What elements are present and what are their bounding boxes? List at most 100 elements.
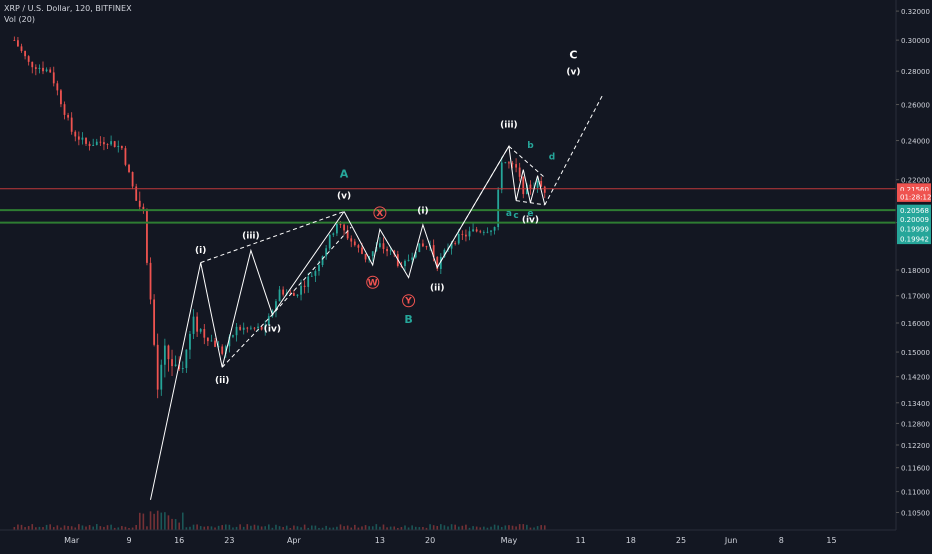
wave-label: a — [506, 209, 512, 219]
candle-body — [81, 137, 84, 140]
wave-line — [200, 211, 345, 264]
volume-bar — [156, 510, 159, 530]
candle-body — [228, 336, 231, 347]
wave-label: A — [340, 168, 349, 181]
candle-body — [124, 148, 127, 165]
volume-bar — [124, 526, 127, 530]
y-tick-label: 0.22000 — [901, 177, 930, 185]
candle-body — [425, 246, 428, 248]
candle-body — [99, 141, 102, 143]
candle-body — [500, 162, 503, 190]
volume-bar — [472, 526, 474, 530]
candle-body — [411, 257, 414, 260]
candle-body — [142, 206, 145, 210]
candle-body — [300, 285, 302, 295]
candle-body — [371, 251, 374, 257]
volume-bar — [508, 525, 510, 530]
candle-body — [278, 289, 281, 302]
volume-bar — [407, 527, 410, 530]
y-tick-label: 0.30000 — [901, 37, 930, 45]
volume-bar — [70, 526, 73, 530]
candle-body — [350, 238, 353, 242]
candle-body — [135, 186, 138, 201]
y-tick-label: 0.14200 — [901, 374, 930, 382]
candle-body — [189, 333, 191, 350]
volume-bar — [311, 525, 313, 530]
candle-body — [128, 164, 130, 173]
candle-body — [490, 230, 492, 232]
candle-body — [364, 253, 367, 260]
volume-bar — [214, 527, 216, 530]
price-tag-label: 0.20568 — [900, 207, 929, 215]
candle-body — [529, 184, 532, 189]
candle-body — [260, 326, 263, 330]
volume-bar — [31, 524, 34, 530]
candle-body — [522, 176, 525, 195]
legend: XRP / U.S. Dollar, 120, BITFINEX Vol (20… — [4, 3, 132, 25]
candle-body — [486, 231, 489, 233]
volume-bar — [318, 527, 320, 530]
volume-indicator-label[interactable]: Vol (20) — [4, 15, 35, 24]
candle-body — [414, 252, 417, 258]
candle-body — [497, 189, 500, 228]
candle-body — [120, 145, 123, 149]
x-tick-label: 15 — [826, 536, 836, 545]
wave-label: (ii) — [215, 376, 229, 386]
price-tag-box — [897, 190, 931, 202]
volume-bar — [321, 527, 324, 530]
wave-label: Y — [404, 297, 412, 307]
volume-bar — [303, 524, 306, 530]
volume-bar — [375, 524, 378, 530]
volume-bar — [529, 527, 532, 530]
y-tick-label: 0.26000 — [901, 102, 930, 110]
volume-bar — [454, 524, 456, 530]
volume-bar — [17, 524, 19, 530]
volume-bar — [242, 526, 245, 530]
candle-body — [379, 243, 381, 248]
volume-bar — [461, 525, 464, 530]
candle-body — [461, 233, 464, 235]
volume-bar — [368, 526, 370, 530]
volume-bar — [131, 527, 134, 530]
candle-body — [246, 327, 249, 329]
volume-bar — [42, 527, 44, 530]
price-tag-box — [897, 213, 931, 225]
volume-bar — [268, 524, 270, 530]
candle-body — [224, 346, 227, 354]
price-tag-label: 01:28:12 — [900, 193, 931, 201]
y-tick-label: 0.24000 — [901, 138, 930, 146]
wave-label: B — [404, 313, 412, 326]
volume-bar — [432, 525, 435, 530]
candle-body — [267, 316, 270, 326]
candle-body — [357, 245, 360, 248]
wave-line — [516, 200, 545, 206]
wave-label: X — [376, 209, 383, 219]
candle-body — [163, 345, 166, 365]
candle-body — [185, 349, 188, 369]
volume-bar — [128, 527, 130, 530]
wave-label: c — [513, 211, 518, 221]
wave-label: (iii) — [500, 121, 517, 131]
y-tick-label: 0.18000 — [901, 267, 930, 275]
volume-bar — [74, 527, 77, 530]
symbol-title[interactable]: XRP / U.S. Dollar, 120, BITFINEX — [4, 4, 132, 13]
volume-bar — [146, 526, 148, 530]
x-tick-label: Apr — [287, 536, 302, 545]
x-tick-label: Mar — [64, 536, 80, 545]
candle-body — [515, 164, 517, 168]
wave-label: (ii) — [430, 283, 444, 293]
volume-bar — [178, 522, 180, 530]
candle-body — [321, 256, 324, 265]
volume-bar — [13, 527, 16, 530]
candles — [13, 36, 546, 399]
x-tick-label: 25 — [676, 536, 686, 545]
volume-bar — [328, 527, 331, 530]
candle-body — [153, 299, 156, 345]
volume-bar — [239, 524, 241, 530]
volume-bar — [192, 524, 195, 530]
candle-body — [457, 233, 460, 244]
candle-body — [171, 359, 173, 367]
price-tag-label: 0.19999 — [900, 225, 929, 233]
